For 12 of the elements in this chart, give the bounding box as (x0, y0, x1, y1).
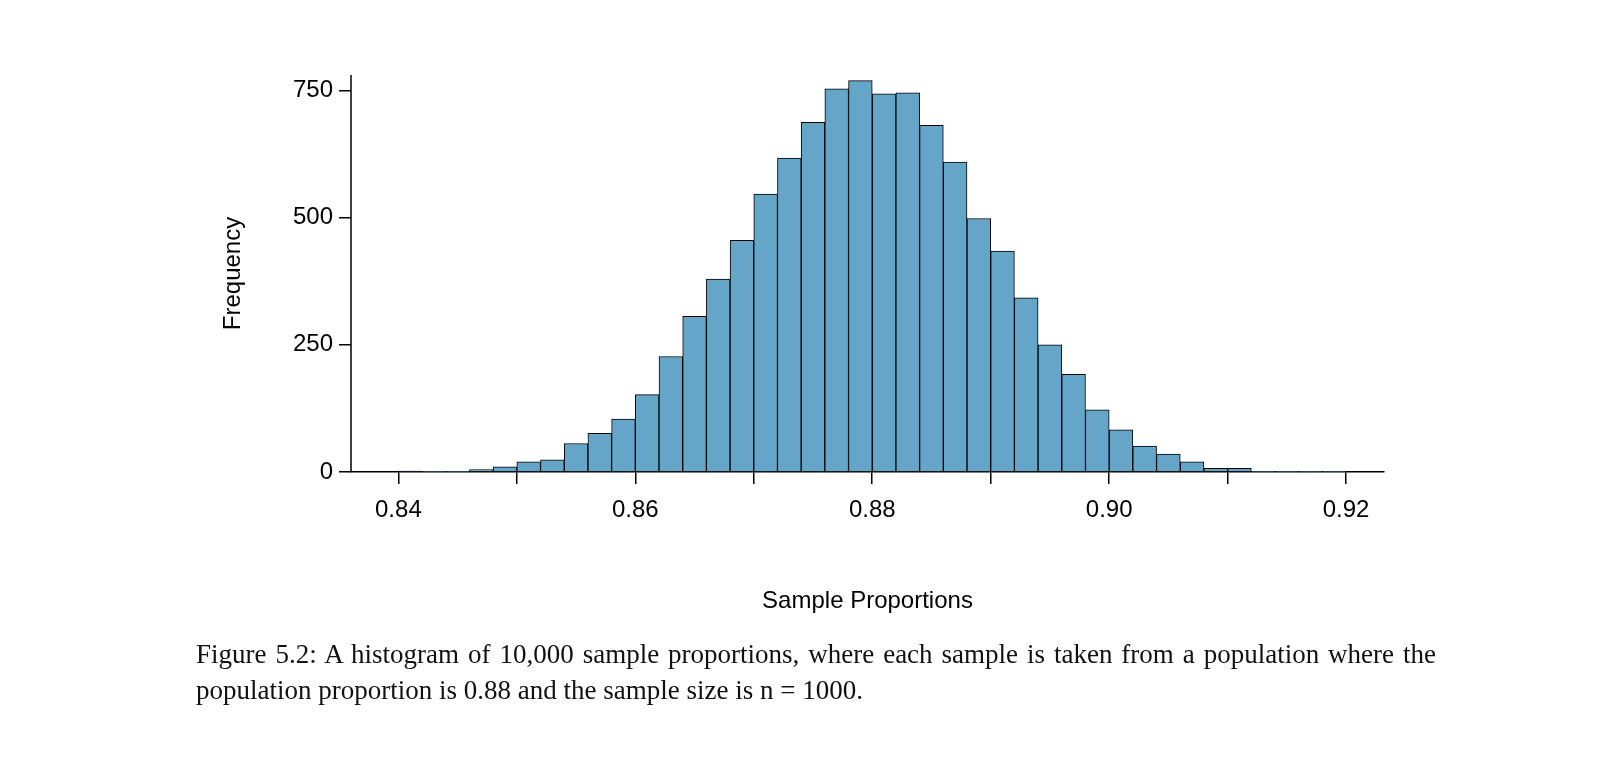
caption: Figure 5.2: A histogram of 10,000 sample proportions, where each sample is taken from a population where the population proportion is 0.88 and the sample size is n = 1000. (196, 638, 1436, 707)
y-tick-label: 750 (292, 74, 333, 102)
x-tick-label: 0.90 (1085, 495, 1133, 523)
y-axis-title: Frequency (218, 216, 246, 331)
x-tick-label: 0.84 (375, 495, 422, 523)
x-axis-title: Sample Proportions (762, 586, 973, 614)
x-tick-label: 0.86 (611, 495, 659, 523)
x-tick-label: 0.88 (848, 495, 896, 523)
x-tick-label: 0.92 (1322, 495, 1370, 523)
y-tick-label: 250 (292, 329, 333, 357)
y-tick-label: 500 (292, 202, 333, 230)
y-tick-label: 0 (319, 456, 333, 484)
